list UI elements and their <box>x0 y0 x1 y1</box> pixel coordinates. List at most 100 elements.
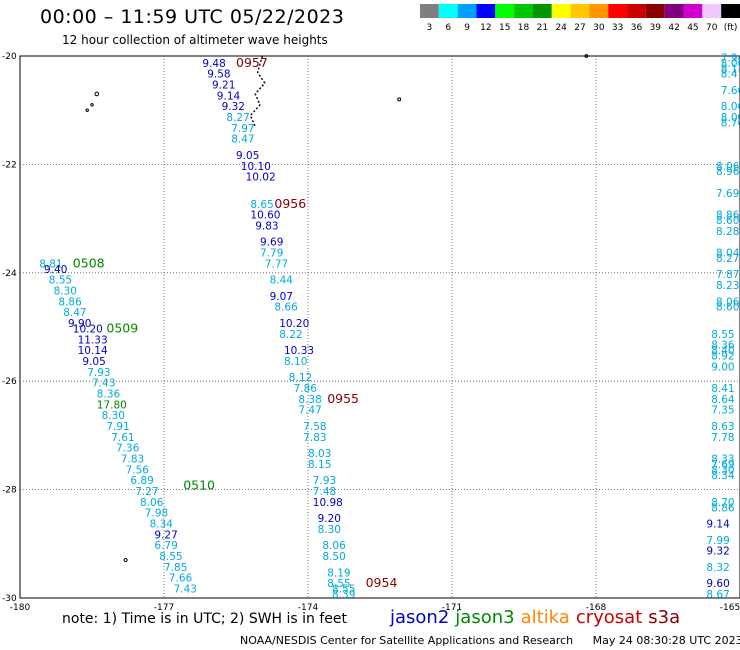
wave-height-value: 7.86 <box>294 383 318 395</box>
wave-height-value: 8.86 <box>711 502 735 514</box>
wave-height-value: 8.32 <box>706 562 729 574</box>
wave-height-value: 8.76 <box>721 117 740 129</box>
wave-height-value: 8.41 <box>711 383 734 395</box>
wave-height-value: 7.87 <box>716 269 739 281</box>
wave-height-value: 9.69 <box>260 237 283 249</box>
wave-height-value: 8.30 <box>102 410 125 422</box>
colorbar-swatch <box>551 4 571 18</box>
wave-height-value: 8.92 <box>711 351 734 363</box>
wave-height-value: 7.83 <box>121 454 144 466</box>
island-outline <box>584 54 589 58</box>
wave-height-value: 8.06 <box>140 497 164 509</box>
footer-credit: NOAA/NESDIS Center for Satellite Applica… <box>240 634 740 647</box>
wave-height-value: 8.47 <box>231 134 254 146</box>
wave-height-value: 7.36 <box>116 443 140 455</box>
y-tick-label: -28 <box>2 486 17 496</box>
wave-height-value: 17.80 <box>97 399 127 411</box>
track-time-label: 0510 <box>183 478 215 493</box>
coastline <box>85 54 589 563</box>
wave-height-value: 7.93 <box>313 475 336 487</box>
colorbar-swatch <box>438 4 458 18</box>
colorbar-label: (ft) <box>724 23 738 33</box>
legend-jason3: jason3 <box>455 607 515 628</box>
wave-height-value: 8.66 <box>274 302 298 314</box>
wave-height-value: 8.55 <box>711 329 734 341</box>
colorbar-label: 18 <box>518 23 530 33</box>
wave-height-value: 10.10 <box>241 161 271 173</box>
wave-height-value: 9.60 <box>706 578 729 590</box>
wave-height-value: 8.50 <box>322 551 345 563</box>
wave-height-value: 8.55 <box>332 584 355 596</box>
colorbar-swatch <box>495 4 515 18</box>
plot-frame <box>19 55 740 599</box>
colorbar-swatch <box>721 4 740 18</box>
colorbar-label: 30 <box>593 23 605 33</box>
wave-height-value: 9.90 <box>68 318 91 330</box>
wave-height-value: 7.35 <box>711 405 734 417</box>
wave-height-value: 7.98 <box>145 508 168 520</box>
colorbar-swatch <box>514 4 533 18</box>
wave-height-value: 8.60 <box>716 215 739 227</box>
wave-height-value: 8.65 <box>250 199 273 211</box>
colorbar-swatch <box>570 4 590 18</box>
wave-height-value: 8.47 <box>721 69 740 81</box>
colorbar-swatch <box>608 4 628 18</box>
wave-height-map: -180 -177 -174 -171 -168 -165 -20 -22 -24 -26 -28 -… <box>2 52 740 610</box>
wave-height-value: 8.30 <box>318 524 341 536</box>
wave-height-value: 8.00 <box>721 112 740 124</box>
wave-height-value: 8.23 <box>716 280 739 292</box>
island-outline <box>85 108 89 112</box>
wave-height-value: 9.21 <box>212 80 235 92</box>
colorbar-label: 27 <box>574 23 585 33</box>
legend-cryosat: cryosat <box>575 607 643 628</box>
track-time-label: 0954 <box>366 575 398 590</box>
wave-height-value: 8.40 <box>711 345 734 357</box>
colorbar-label: 6 <box>445 23 451 33</box>
x-tick-label: -165 <box>720 603 740 610</box>
wave-height-value: 8.86 <box>58 296 82 308</box>
wave-height-value: 8.27 <box>716 253 739 265</box>
track-time-label: 0956 <box>274 196 306 211</box>
y-tick-label: -20 <box>2 52 17 62</box>
colorbar-label: 21 <box>537 23 548 33</box>
legend-altika: altika <box>520 607 570 628</box>
wave-height-value: 6.89 <box>130 475 153 487</box>
wave-height-value: 9.40 <box>44 264 67 276</box>
wave-height-value: 7.56 <box>126 464 150 476</box>
wave-height-value: 9.05 <box>236 150 259 162</box>
wave-height-value: 8.03 <box>308 448 331 460</box>
wave-height-value: 9.14 <box>706 519 730 531</box>
data-points: 8.819.408.558.308.868.479.9010.2011.3310… <box>39 52 740 601</box>
wave-height-value: 8.34 <box>150 519 174 531</box>
wave-height-value: 7.47 <box>298 405 321 417</box>
x-tick-label: -171 <box>442 603 462 610</box>
wave-height-value: 8.36 <box>711 340 735 352</box>
wave-height-value: 9.32 <box>706 546 729 558</box>
wave-height-value: 8.38 <box>298 394 321 406</box>
x-tick-label: -168 <box>586 603 607 610</box>
track-time-label: 0508 <box>73 255 105 270</box>
colorbar-swatch <box>457 4 477 18</box>
wave-height-value: 7.78 <box>711 432 734 444</box>
colorbar-label: 42 <box>668 23 679 33</box>
color-legend: 3 6 9 12 15 18 21 24 27 30 33 36 39 42 45 70 (ft) <box>420 4 740 33</box>
wave-height-value: 7.77 <box>265 258 288 270</box>
colorbar-label: 70 <box>706 23 718 33</box>
wave-height-value: 10.33 <box>284 345 314 357</box>
colorbar-swatch <box>420 4 439 18</box>
wave-height-value: 8.55 <box>327 578 350 590</box>
colorbar-swatch <box>645 4 665 18</box>
wave-height-value: 8.30 <box>54 285 77 297</box>
y-tick-label: -26 <box>2 377 17 387</box>
wave-height-value: 8.06 <box>716 161 740 173</box>
wave-height-value: 8.86 <box>716 210 740 222</box>
footer-note: note: 1) Time is in UTC; 2) SWH is in fe… <box>62 611 348 627</box>
wave-height-value: 7.97 <box>231 123 254 135</box>
wave-height-value: 8.28 <box>716 226 739 238</box>
y-tick-label: -24 <box>2 269 17 279</box>
axis-ticks: -180 -177 -174 -171 -168 -165 -20 -22 -24 -26 -28 -… <box>2 52 740 610</box>
grid-lines <box>19 55 740 599</box>
wave-height-value: 7.43 <box>92 378 115 390</box>
wave-height-value: 8.36 <box>97 388 121 400</box>
wave-height-value: 8.55 <box>159 551 182 563</box>
